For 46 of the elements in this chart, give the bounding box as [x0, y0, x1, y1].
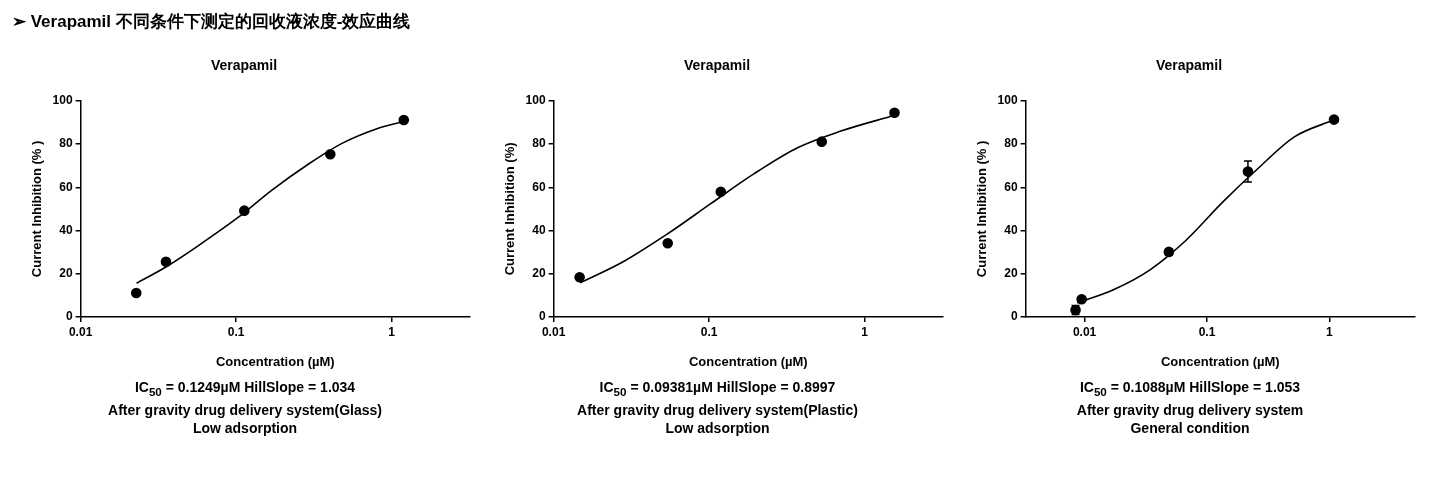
x-tick-label: 1 [1326, 324, 1334, 339]
y-tick-label: 80 [59, 136, 73, 151]
y-axis-title: Current Inhibition (% ) [974, 140, 990, 278]
y-tick-label: 60 [59, 179, 73, 194]
text: ➢ Verapamil 不同条件下测定的回收液浓度-效应曲线 [11, 11, 412, 33]
x-tick-label: 0.1 [700, 324, 718, 339]
y-tick-label: 100 [997, 93, 1018, 108]
chart-title: Verapamil [210, 57, 278, 74]
y-tick-label: 0 [1010, 309, 1018, 324]
x-tick-label: 0.01 [68, 324, 93, 339]
y-tick-label: 100 [52, 93, 73, 108]
y-tick-label: 60 [531, 179, 546, 194]
x-axis-title: Concentration (µM) [1160, 353, 1280, 369]
x-tick-label: 0.01 [541, 324, 566, 339]
text: IC$_{50}$ = 0.09381µM HillSlope = 0.8997 [598, 378, 837, 400]
text: After gravity drug delivery system(Plastic) [576, 400, 859, 419]
y-tick-label: 20 [59, 266, 73, 281]
y-tick-label: 40 [59, 222, 73, 237]
text: Low adsorption [664, 418, 771, 437]
x-tick-label: 0.1 [227, 324, 245, 339]
y-tick-label: 80 [531, 136, 546, 151]
text: Low adsorption [191, 418, 299, 437]
text: After gravity drug delivery system(Glass) [107, 400, 383, 419]
text: IC$_{50}$ = 0.1088µM HillSlope = 1.053 [1078, 378, 1302, 400]
x-tick-label: 0.01 [1072, 324, 1097, 339]
y-tick-label: 0 [538, 309, 546, 324]
x-axis-title: Concentration (µM) [215, 353, 335, 369]
y-tick-label: 60 [1004, 179, 1018, 194]
chart-title: Verapamil [1155, 57, 1223, 74]
y-tick-label: 0 [65, 309, 73, 324]
x-axis-title: Concentration (µM) [688, 353, 808, 369]
x-tick-label: 0.1 [1198, 324, 1216, 339]
y-axis-title: Current Inhibition (% ) [29, 140, 45, 278]
y-tick-label: 20 [1004, 266, 1018, 281]
text: After gravity drug delivery system [1075, 400, 1305, 419]
y-tick-label: 40 [531, 222, 546, 237]
y-axis-title: Current Inhibition (%) [501, 142, 517, 276]
y-tick-label: 40 [1004, 222, 1018, 237]
y-tick-label: 100 [525, 93, 546, 108]
x-tick-label: 1 [860, 324, 868, 339]
text: IC$_{50}$ = 0.1249µM HillSlope = 1.034 [133, 378, 357, 400]
y-tick-label: 80 [1004, 136, 1018, 151]
chart-title: Verapamil [683, 57, 750, 74]
text: General condition [1129, 418, 1251, 437]
x-tick-label: 1 [388, 324, 396, 339]
y-tick-label: 20 [531, 266, 546, 281]
